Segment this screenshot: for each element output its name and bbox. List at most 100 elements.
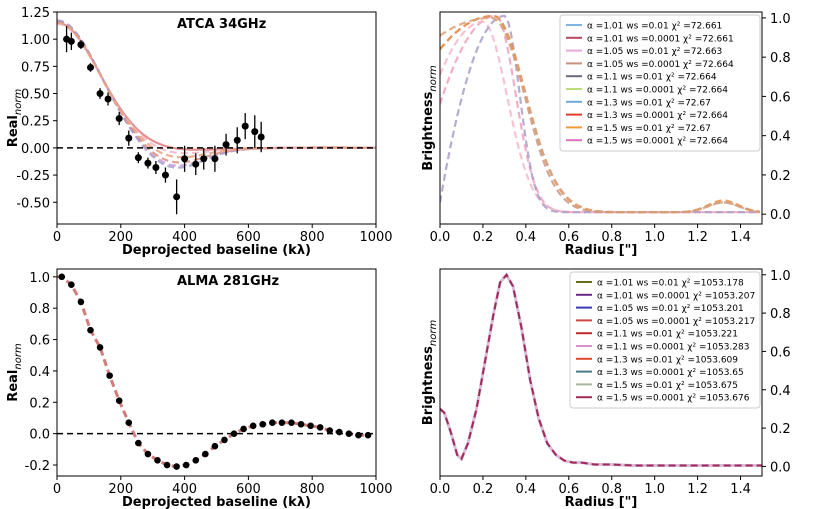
y-tick-label: 0.2 <box>770 169 791 184</box>
data-point <box>257 133 265 141</box>
y-tick-label: 0.6 <box>29 334 50 349</box>
data-point <box>345 430 353 437</box>
plot-area <box>57 273 376 470</box>
x-tick-label: 400 <box>172 230 197 245</box>
y-axis-label-subscript: norm <box>428 320 439 347</box>
data-point <box>200 155 208 163</box>
data-point <box>68 281 75 288</box>
legend-label: α =1.3 ws =0.01 χ² =1053.609 <box>597 355 738 365</box>
y-tick-label: 1.0 <box>770 12 791 27</box>
data-point <box>336 428 343 436</box>
data-point <box>249 422 257 430</box>
legend-label: α =1.01 ws =0.0001 χ² =72.661 <box>587 34 734 44</box>
data-point <box>67 37 75 45</box>
data-point <box>259 420 267 428</box>
panel-title: ATCA 34GHz <box>177 17 266 32</box>
data-point <box>355 431 362 439</box>
data-point <box>241 122 249 130</box>
y-axis-label: Realnorm <box>6 343 24 402</box>
y-tick-label: 1.0 <box>770 269 791 284</box>
y-tick-label: 0.2 <box>770 422 791 437</box>
data-point <box>222 141 230 149</box>
data-point <box>297 420 305 428</box>
y-tick-label: 0.00 <box>21 142 50 157</box>
plot-frame <box>56 268 377 477</box>
data-point <box>125 419 133 426</box>
model-curve <box>57 21 376 159</box>
data-point <box>144 159 152 167</box>
data-point <box>182 461 190 469</box>
x-tick-label: 1.2 <box>687 230 708 245</box>
x-tick-label: 600 <box>236 482 261 497</box>
data-point <box>161 171 169 179</box>
data-point <box>134 154 142 162</box>
y-axis-label-subscript: norm <box>428 65 439 92</box>
x-tick-label: 1000 <box>359 230 392 245</box>
y-tick-label: 0.8 <box>770 307 791 322</box>
data-point <box>202 450 209 458</box>
y-tick-label: -0.25 <box>16 169 50 184</box>
y-tick-label: 1.00 <box>21 33 50 48</box>
plot-area <box>440 272 762 467</box>
panel-bottom-right: 0.0 0.2 0.4 0.6 0.8 1.0 1.2 1.4 0.0 0.2 0.4 0.6 0.8 1… <box>421 268 791 509</box>
data-point <box>269 419 276 426</box>
plot-frame <box>439 268 763 477</box>
panel-top-right: 0.0 0.2 0.4 0.6 0.8 1.0 1.2 1.4 0.0 0.2 0.4 0.6 0.8 1… <box>421 11 791 258</box>
data-point <box>135 439 142 447</box>
data-point <box>86 63 94 71</box>
model-curve <box>57 21 376 151</box>
y-axis-label: Brightnessnorm <box>421 320 439 426</box>
x-tick-label: 0.4 <box>516 482 537 497</box>
legend-label: α =1.5 ws =0.0001 χ² =72.664 <box>587 137 728 147</box>
plot-area <box>57 19 376 215</box>
legend-label: α =1.5 ws =0.01 χ² =1053.675 <box>597 381 738 391</box>
legend-label: α =1.1 ws =0.01 χ² =1053.221 <box>597 330 738 340</box>
data-point <box>278 419 286 426</box>
x-tick-label: 800 <box>300 230 325 245</box>
data-point <box>115 397 123 405</box>
x-tick-label: 1.0 <box>644 230 665 245</box>
panel-top-left: 0 200 400 600 800 1000 1.25 1.00 0.75 0.50 0.25 0.0… <box>6 6 393 258</box>
y-tick-label: 0.50 <box>21 88 50 103</box>
data-point <box>96 344 104 351</box>
y-tick-label: 0.0 <box>770 208 791 223</box>
data-point <box>326 427 334 434</box>
legend-label: α =1.3 ws =0.01 χ² =72.67 <box>587 98 711 108</box>
panel-bottom-left: 0 200 400 600 800 1000 1.0 0.8 0.6 0.4 0.2 0.0 -0.2 D… <box>6 268 393 509</box>
data-point <box>154 457 161 464</box>
data-point <box>104 95 112 103</box>
y-tick-label: 0.0 <box>29 428 50 443</box>
data-point <box>152 163 160 171</box>
y-tick-label: 0.25 <box>21 115 50 130</box>
model-curve <box>57 19 376 169</box>
x-tick-label: 800 <box>300 482 325 497</box>
data-point <box>87 326 94 334</box>
legend-box <box>569 271 761 409</box>
data-point <box>192 160 200 168</box>
y-axis-label-subscript: norm <box>13 89 24 116</box>
model-curve <box>57 22 376 155</box>
y-tick-label: 0.4 <box>770 130 791 145</box>
profile-curve <box>440 16 760 214</box>
x-tick-label: 0.2 <box>473 482 494 497</box>
y-tick-label: 0.2 <box>29 396 50 411</box>
plot-frame <box>439 11 763 225</box>
x-tick-label: 0.8 <box>601 482 622 497</box>
data-point <box>251 128 259 136</box>
data-point <box>211 442 219 450</box>
y-tick-label: 1.0 <box>29 271 50 286</box>
data-point <box>364 431 372 439</box>
x-tick-label: 1.4 <box>730 482 751 497</box>
data-point <box>288 419 295 426</box>
y-tick-label: -0.50 <box>16 196 50 211</box>
y-tick-label: 0.6 <box>770 90 791 105</box>
data-point <box>173 463 180 470</box>
y-axis-label-subscript: norm <box>13 343 24 370</box>
legend-label: α =1.05 ws =0.01 χ² =72.663 <box>587 47 722 57</box>
legend-label: α =1.01 ws =0.01 χ² =1053.178 <box>597 279 744 289</box>
y-tick-label: 0.75 <box>21 60 50 75</box>
data-point <box>115 115 123 123</box>
model-curve <box>57 20 376 164</box>
data-point <box>316 424 324 431</box>
